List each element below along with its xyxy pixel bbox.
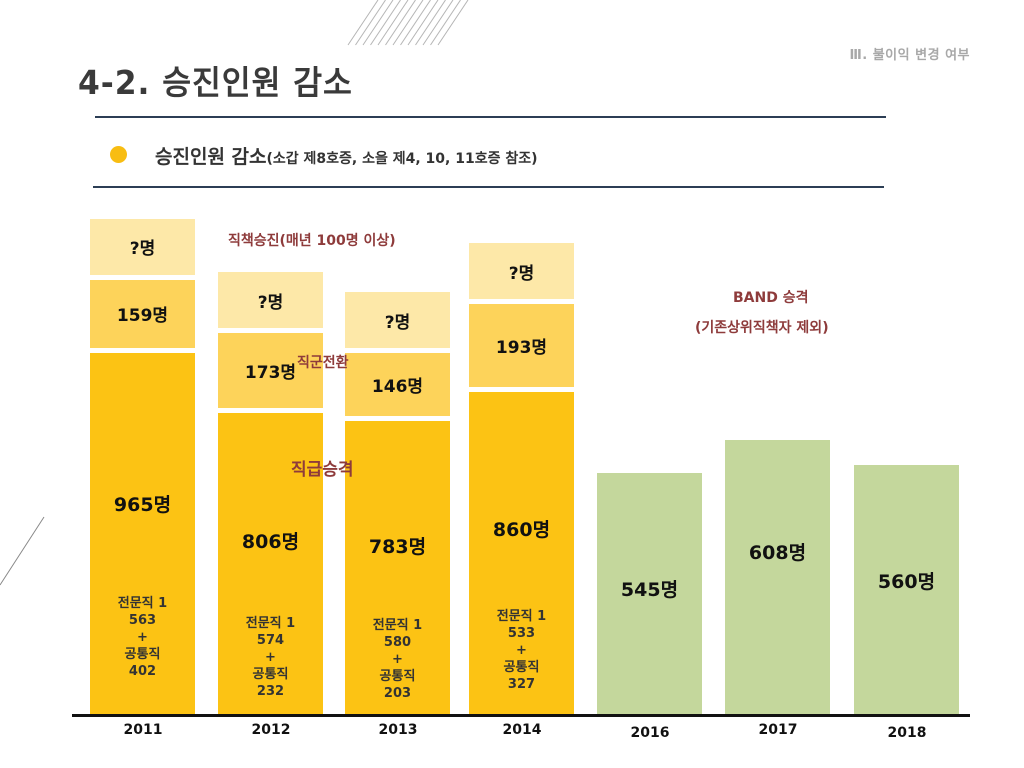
breakdown-line: 563 (128, 612, 157, 628)
bar-label: 560명 (877, 571, 936, 594)
bar-label: 783명 (368, 536, 427, 559)
bar-position-promo-2011: ?명 (90, 218, 195, 275)
breakdown-line: 533 (507, 625, 536, 641)
breakdown-line: 327 (507, 676, 536, 692)
breakdown-line: 전문직 1 (372, 618, 423, 634)
breakdown-line: + (516, 642, 527, 658)
bar-label: 545명 (620, 579, 679, 601)
hatch-line (422, 0, 454, 46)
breakdown-line: 574 (256, 632, 285, 648)
annotation-band-line1: BAND 승격 (733, 290, 809, 306)
hatch-line (370, 0, 401, 46)
bar-label: 860명 (492, 518, 551, 541)
breakdown-line: + (137, 629, 148, 645)
bar-job-transfer-2014: 193명 (469, 304, 574, 388)
subtitle-main: 승진인원 감소 (155, 146, 267, 168)
x-tick-label: 2014 (502, 722, 542, 738)
x-axis-baseline (72, 714, 970, 717)
page-title: 4-2. 승진인원 감소 (78, 63, 353, 102)
bar-job-transfer-2011: 159명 (90, 279, 195, 349)
hatch-line (407, 0, 439, 46)
bar-job-transfer-2012: 173명 (218, 333, 323, 408)
bar-breakdown: 전문직 1 533 + 공통직 327 (469, 608, 574, 693)
bar-position-promo-2014: ?명 (469, 243, 574, 300)
bottom-rule (93, 186, 884, 188)
breakdown-line: 전문직 1 (117, 595, 168, 611)
breakdown-line: 232 (256, 683, 285, 699)
bar-label: ?명 (508, 263, 535, 284)
bar-position-promo-2012: ?명 (218, 272, 323, 329)
bar-breakdown: 전문직 1 580 + 공통직 203 (345, 617, 450, 702)
breakdown-line: 402 (128, 663, 157, 679)
subtitle: 승진인원 감소(소갑 제8호증, 소을 제4, 10, 11호증 참조) (155, 142, 538, 169)
breakdown-line: + (265, 649, 276, 665)
breakdown-line: 공통직 (252, 666, 289, 682)
hatch-line (377, 0, 409, 46)
bar-band-promo-2018: 560명 (854, 465, 959, 714)
x-tick-label: 2011 (123, 722, 163, 738)
x-tick-label: 2013 (378, 722, 418, 738)
bar-band-promo-2016: 545명 (597, 473, 702, 714)
bar-breakdown: 전문직 1 563 + 공통직 402 (90, 595, 195, 680)
breakdown-line: 203 (383, 686, 412, 702)
annotation-job-transfer: 직군전환 (297, 355, 349, 371)
breakdown-line: 전문직 1 (245, 615, 296, 631)
x-tick-label: 2017 (758, 722, 798, 738)
bar-label: ?명 (384, 312, 411, 333)
x-tick-label: 2012 (251, 722, 291, 738)
bar-label: 965명 (113, 494, 172, 517)
annotation-band-line2: (기존상위직책자 제외) (695, 320, 829, 336)
breakdown-line: 공통직 (503, 659, 540, 675)
bar-position-promo-2013: ?명 (345, 292, 450, 349)
decorative-line (0, 516, 45, 586)
bar-band-promo-2017: 608명 (725, 440, 830, 714)
annotation-position-promo: 직책승진(매년 100명 이상) (228, 233, 396, 249)
breakdown-line: 공통직 (379, 669, 416, 685)
subtitle-note: (소갑 제8호증, 소을 제4, 10, 11호증 참조) (266, 151, 538, 167)
hatch-line (355, 0, 386, 46)
annotation-grade-promo: 직급승격 (291, 460, 354, 480)
bar-label: ?명 (257, 292, 284, 313)
bullet-icon (110, 146, 127, 163)
hatch-line (437, 0, 469, 46)
bar-breakdown: 전문직 1 574 + 공통직 232 (218, 615, 323, 700)
x-tick-label: 2016 (630, 725, 670, 741)
breakdown-line: + (392, 652, 403, 668)
hatch-line (415, 0, 446, 46)
bar-label: 159명 (116, 306, 169, 327)
bar-label: 146명 (371, 377, 424, 398)
bar-label: 193명 (495, 338, 548, 359)
bar-label: 173명 (244, 362, 297, 383)
hatch-line (392, 0, 424, 46)
hatch-line (362, 0, 394, 46)
hatch-line (400, 0, 431, 46)
breakdown-line: 공통직 (124, 646, 161, 662)
bar-job-transfer-2013: 146명 (345, 353, 450, 417)
bar-label: 608명 (748, 542, 807, 565)
bar-label: ?명 (129, 239, 156, 260)
breakdown-line: 580 (383, 635, 412, 651)
hatch-line (385, 0, 416, 46)
hatch-line (430, 0, 461, 46)
breakdown-line: 전문직 1 (496, 608, 547, 624)
top-rule (95, 116, 886, 118)
hatch-line (347, 0, 379, 46)
section-label: Ⅲ. 불이익 변경 여부 (849, 48, 970, 63)
x-tick-label: 2018 (887, 725, 927, 741)
bar-label: 806명 (241, 531, 300, 554)
